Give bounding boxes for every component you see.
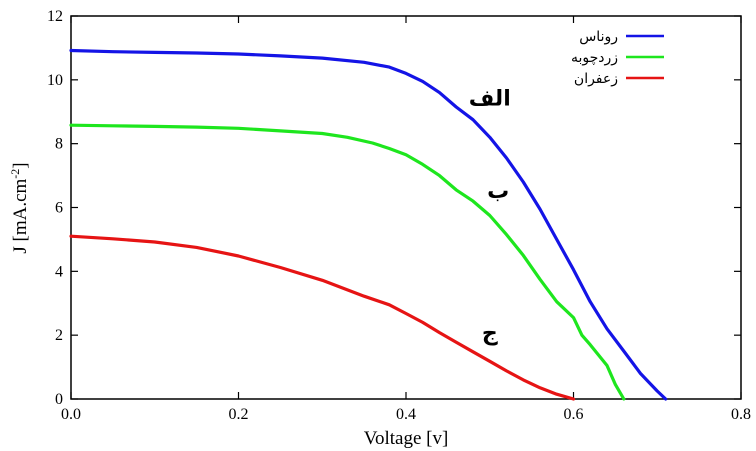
y-axis-title-sup: -2 — [8, 169, 22, 179]
series-annotation-1: الف — [469, 86, 511, 111]
x-tick-label: 0.2 — [229, 406, 249, 423]
axis-ticks: 0.0 0.2 0.4 0.6 0.8 0 2 4 6 8 10 12 — [47, 8, 751, 423]
y-tick-label: 8 — [55, 136, 63, 153]
y-axis-title: J [mA.cm-2] — [8, 162, 31, 253]
series-line-2 — [69, 123, 626, 401]
x-tick-label: 0.4 — [396, 406, 416, 423]
legend-label-2: زردچوبه — [571, 50, 618, 66]
y-tick-label: 10 — [47, 72, 63, 89]
y-tick-label: 6 — [55, 200, 63, 217]
y-tick-label: 12 — [47, 8, 63, 25]
x-tick-label: 0.8 — [731, 406, 751, 423]
series-annotation-2: ب — [487, 179, 509, 204]
x-axis-title: Voltage [v] — [364, 428, 449, 449]
y-tick-label: 2 — [55, 327, 63, 344]
series-layer — [69, 48, 668, 401]
plot-area — [70, 15, 742, 400]
series-line-1 — [69, 48, 668, 401]
x-tick-label: 0.0 — [61, 406, 81, 423]
annotation-layer: الف ب ج — [469, 86, 511, 346]
legend: روناس زردچوبه زعفران — [571, 29, 664, 87]
y-tick-label: 0 — [55, 391, 63, 408]
y-axis-title-close: ] — [10, 162, 31, 168]
y-axis-title-main: J [mA.cm — [10, 178, 31, 253]
y-tick-label: 4 — [55, 263, 63, 280]
series-line-3 — [69, 234, 576, 401]
legend-label-3: زعفران — [574, 71, 618, 87]
series-annotation-3: ج — [482, 321, 498, 346]
legend-label-1: روناس — [579, 29, 618, 45]
x-tick-label: 0.6 — [564, 406, 584, 423]
